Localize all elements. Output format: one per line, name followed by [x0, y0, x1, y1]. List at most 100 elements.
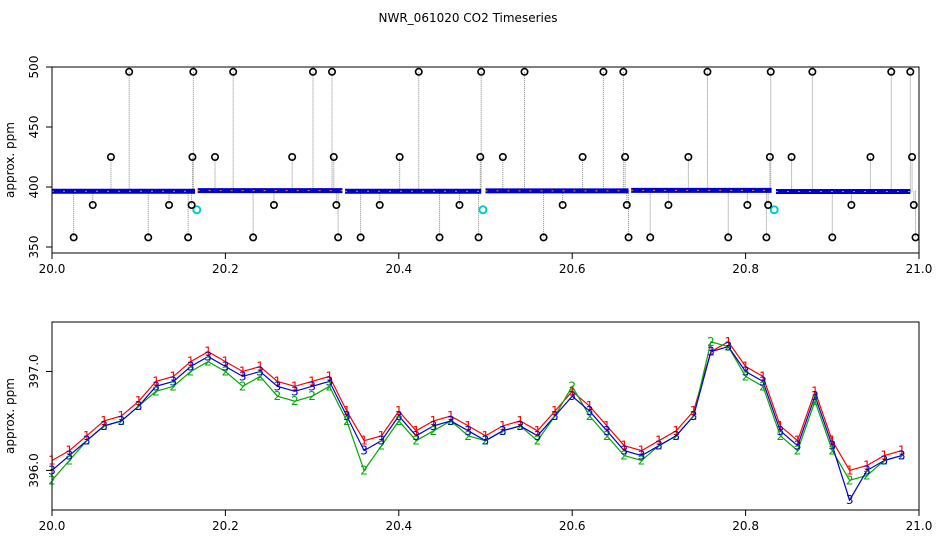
series-2-point-label: 2: [274, 389, 282, 403]
series-1-point-label: 1: [326, 369, 334, 383]
flagged-point: [762, 233, 771, 242]
flagged-point: [269, 201, 278, 210]
flagged-point: [766, 67, 775, 76]
series-3-point-label: 3: [395, 409, 403, 423]
series-1-point-label: 1: [638, 444, 646, 458]
series-1-point-label: 1: [534, 424, 542, 438]
series-1-point-label: 1: [274, 374, 282, 388]
flagged-point: [703, 67, 712, 76]
series-2-point-label: 2: [152, 384, 160, 398]
series-1-point-label: 1: [256, 360, 264, 374]
flagged-point: [621, 153, 630, 162]
series-1-point-label: 1: [308, 374, 316, 388]
series-2-point-label: 2: [482, 434, 490, 448]
series-2-point-label: 2: [690, 409, 698, 423]
plot-frame: [51, 321, 920, 511]
series-2-point-label: 2: [898, 449, 906, 463]
y-tick-label: 396.0: [27, 453, 41, 487]
series-3-point-label: 3: [690, 409, 698, 423]
reference-points: [192, 205, 779, 215]
series-1-point-label: 1: [204, 345, 212, 359]
flagged-point: [308, 67, 317, 76]
series-2-point-label: 2: [412, 434, 420, 448]
flagged-point: [125, 67, 134, 76]
series-2-point-label: 2: [204, 355, 212, 369]
series-3-point-label: 3: [811, 389, 819, 403]
flagged-point: [906, 67, 915, 76]
series-2-point-label: 2: [430, 424, 438, 438]
bottom-axes: 20.0 20.2 20.4 20.6 20.8 21.0 396.0 397.0: [27, 321, 932, 533]
baseline-series: [52, 187, 911, 194]
series-1-point-label: 1: [430, 414, 438, 428]
flagged-point: [498, 153, 507, 162]
series-1-point-label: 1: [880, 449, 888, 463]
series-1-point-label: 1: [499, 419, 507, 433]
flagged-point: [455, 201, 464, 210]
series-3-point-label: 3: [187, 360, 195, 374]
series-1-point-label: 1: [690, 404, 698, 418]
series-1-point-label: 1: [568, 384, 576, 398]
flagged-point: [210, 153, 219, 162]
series-1-point-label: 1: [412, 424, 420, 438]
series-1-point-label: 1: [170, 369, 178, 383]
flagged-point: [184, 233, 193, 242]
series-1-point-label: 1: [551, 404, 559, 418]
series-3-point-label: 3: [291, 384, 299, 398]
flagged-point: [375, 201, 384, 210]
series-1-point-label: 1: [135, 394, 143, 408]
series-3-point-label: 3: [534, 429, 542, 443]
series-3-point-label: 3: [499, 424, 507, 438]
series-2-point-label: 2: [759, 379, 767, 393]
flagged-point: [622, 201, 631, 210]
x-tick-label: 20.0: [39, 519, 66, 533]
x-tick-label: 20.2: [212, 519, 239, 533]
series-3-point-label: 3: [898, 449, 906, 463]
series-1-point-label: 1: [464, 419, 472, 433]
flagged-point: [229, 67, 238, 76]
series-1-point-label: 1: [516, 414, 524, 428]
x-tick-label: 20.6: [559, 262, 586, 276]
flagged-point: [664, 201, 673, 210]
series-1-point-label: 1: [291, 379, 299, 393]
top-y-axis-label: approx. ppm: [3, 122, 17, 198]
flagged-point: [329, 153, 338, 162]
series-2-point-label: 2: [256, 369, 264, 383]
series-3-point-label: 3: [152, 379, 160, 393]
series-3-point-label: 3: [222, 360, 230, 374]
series-2-point-label: 2: [308, 389, 316, 403]
series-3-point-label: 3: [638, 449, 646, 463]
series-2-point-label: 2: [360, 463, 368, 477]
series-1-point-label: 1: [811, 384, 819, 398]
series-2-point-label: 2: [586, 409, 594, 423]
series-2-point-label: 2: [187, 364, 195, 378]
series-2-point-label: 2: [742, 369, 750, 383]
series-3-point-label: 3: [742, 364, 750, 378]
series-1-point-label: 1: [447, 409, 455, 423]
series-3-point-label: 3: [776, 424, 784, 438]
flagged-point: [847, 201, 856, 210]
series-3-point-label: 3: [118, 414, 126, 428]
flagged-point: [395, 153, 404, 162]
series-1-point-label: 1: [846, 463, 854, 477]
series-1-point-label: 1: [828, 434, 836, 448]
series-2-point-label: 2: [776, 429, 784, 443]
series-1-point-label: 1: [100, 414, 108, 428]
series-2-point-label: 2: [118, 414, 126, 428]
flagged-point: [476, 153, 485, 162]
flagged-point: [787, 153, 796, 162]
series-3-point-label: 3: [274, 379, 282, 393]
x-tick-label: 20.6: [559, 519, 586, 533]
flagged-point: [69, 233, 78, 242]
series-3-point-label: 3: [846, 493, 854, 507]
x-tick-label: 20.2: [212, 262, 239, 276]
series-2-point-label: 2: [516, 419, 524, 433]
series-3-point-label: 3: [603, 424, 611, 438]
series-2-point-label: 2: [724, 340, 732, 354]
flagged-point: [619, 67, 628, 76]
series-2-point-label: 2: [447, 414, 455, 428]
series-1-point-label: 1: [222, 355, 230, 369]
series-2-point-label: 2: [170, 379, 178, 393]
series-2-point-label: 2: [464, 429, 472, 443]
